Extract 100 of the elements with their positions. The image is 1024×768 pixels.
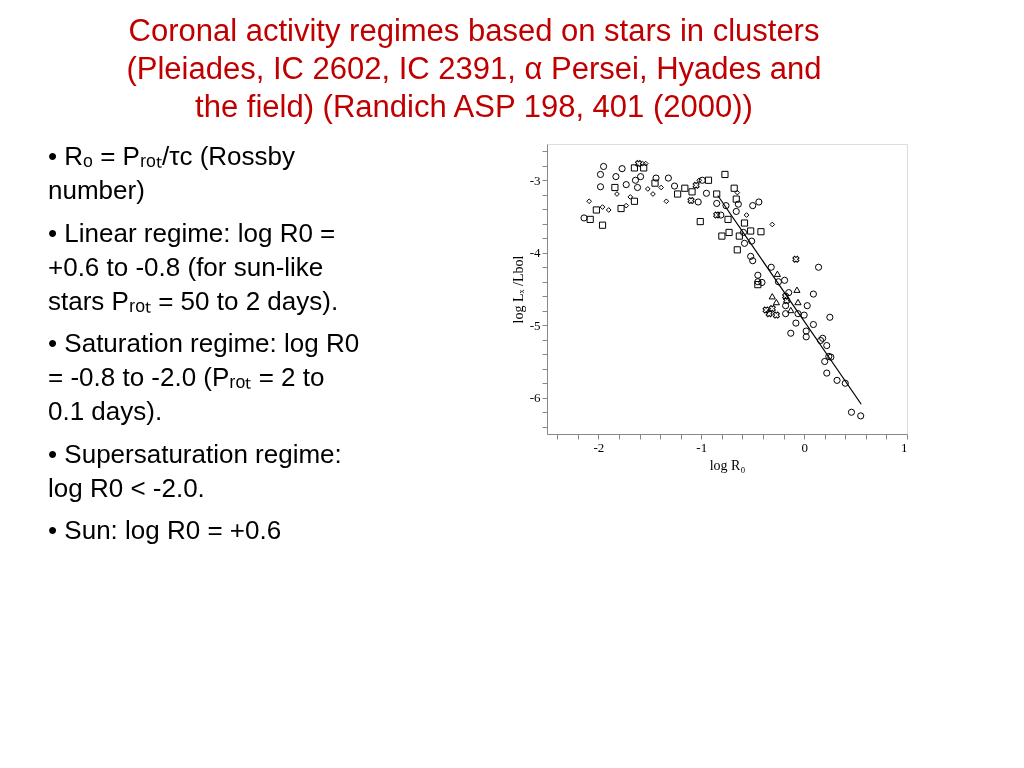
- point: [841, 379, 849, 387]
- point: [814, 263, 823, 271]
- point: [718, 232, 726, 240]
- point: [803, 302, 811, 310]
- point: [687, 197, 695, 205]
- point: [651, 179, 659, 187]
- point: [781, 276, 789, 284]
- point: [650, 191, 656, 197]
- point: [758, 278, 766, 287]
- point: [734, 189, 741, 196]
- point: [787, 329, 795, 337]
- point: [734, 200, 742, 208]
- point: [623, 202, 630, 209]
- point: [598, 221, 607, 229]
- point: [599, 162, 608, 171]
- point: [674, 190, 682, 198]
- point: [800, 311, 808, 319]
- point: [739, 228, 748, 237]
- text: • Saturation regime: log R0 = -0.8 to -2.0 (Pᵣₒₜ = 2 to 0.1 days).: [48, 328, 360, 426]
- point: [782, 302, 790, 310]
- x-tick-label: -1: [696, 439, 708, 455]
- y-tick-label: -5: [529, 317, 541, 333]
- point: [809, 290, 817, 298]
- point: [713, 199, 721, 208]
- point: [821, 357, 829, 366]
- point: [634, 160, 643, 168]
- point: [664, 174, 672, 182]
- text: • Linear regime: log R0 = +0.6 to -0.8 (for sun-like stars Pᵣₒₜ = 50 to 2 days).: [48, 217, 339, 316]
- point: [794, 310, 802, 318]
- point: [749, 202, 757, 210]
- point: [658, 184, 665, 191]
- y-tick-label: -3: [529, 172, 541, 188]
- point: [630, 197, 639, 205]
- point: [702, 189, 711, 197]
- point: [747, 227, 755, 235]
- point: [681, 184, 689, 192]
- chart-title: Coronal activity regimes based on stars in clusters (Pleiades, IC 2602, IC 2391, α Persei, Hyades and the field) (Randich ASP 198, 401 (2000)): [126, 12, 822, 124]
- point: [802, 333, 810, 341]
- point: [631, 176, 640, 184]
- point: [670, 182, 679, 190]
- point: [618, 165, 626, 173]
- point: [596, 170, 605, 179]
- text: • Supersaturation regime: log R0 < -2.0.: [48, 438, 342, 503]
- point: [823, 341, 831, 350]
- point: [817, 336, 825, 345]
- point: [826, 313, 834, 321]
- point: [704, 176, 713, 184]
- point: [792, 255, 800, 263]
- point: [754, 271, 762, 279]
- text: • Sun: log R0 = +0.6: [48, 515, 282, 545]
- point: [809, 320, 817, 329]
- point: [694, 198, 702, 206]
- point: [722, 202, 730, 210]
- point: [725, 228, 733, 237]
- point: [857, 412, 865, 420]
- point: [819, 334, 827, 342]
- point: [755, 198, 763, 206]
- point: [614, 191, 620, 197]
- point: [757, 228, 765, 236]
- point: [782, 292, 790, 300]
- point: [833, 376, 841, 384]
- point: [627, 194, 634, 200]
- point: [617, 204, 625, 213]
- point: [732, 195, 740, 203]
- point: [740, 239, 749, 247]
- point: [774, 278, 783, 286]
- point: [596, 183, 605, 191]
- point: [586, 215, 594, 223]
- point: [630, 164, 639, 172]
- point: [663, 198, 670, 205]
- point: [762, 306, 770, 314]
- point: [783, 297, 791, 305]
- point: [612, 173, 620, 181]
- point: [733, 246, 741, 254]
- point: [622, 181, 630, 189]
- x-tick-label: 1: [901, 439, 908, 455]
- point: [732, 207, 740, 215]
- point: [652, 174, 660, 182]
- point: [787, 306, 795, 314]
- point: [717, 211, 725, 219]
- x-axis-title: log R₀: [709, 457, 746, 473]
- point: [740, 219, 749, 227]
- point: [633, 183, 642, 192]
- point: [586, 198, 593, 205]
- point: [743, 212, 750, 218]
- point: [748, 237, 756, 245]
- point: [747, 252, 755, 260]
- point: [754, 278, 762, 286]
- x-tick-label: -2: [593, 439, 605, 455]
- point: [688, 188, 696, 196]
- point: [765, 310, 773, 318]
- y-tick-label: -4: [529, 245, 541, 261]
- point: [768, 305, 776, 313]
- point: [611, 183, 619, 192]
- point: [767, 263, 775, 271]
- point: [785, 289, 793, 297]
- point: [773, 270, 781, 277]
- point: [696, 217, 704, 226]
- point: [713, 211, 721, 219]
- point: [772, 298, 780, 306]
